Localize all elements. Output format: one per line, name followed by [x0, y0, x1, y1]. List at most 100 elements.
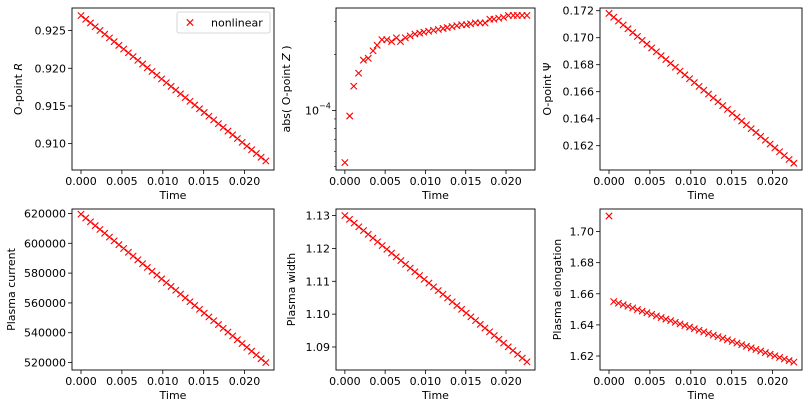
- data-point: [195, 105, 204, 113]
- subplot-1: 0.000 0.005 0.010 0.015 0.020 0.910 0.915 0.920…: [12, 7, 275, 202]
- data-point: [676, 320, 684, 328]
- data-point: [86, 218, 95, 226]
- data-point: [700, 328, 708, 336]
- data-point: [77, 11, 85, 20]
- data-point: [723, 336, 732, 344]
- y-tick-label: 560000: [24, 297, 66, 310]
- data-point: [728, 337, 736, 346]
- y-tick-label: 580000: [24, 267, 66, 280]
- data-point: [605, 9, 613, 17]
- data-point: [210, 116, 218, 124]
- data-point: [700, 86, 708, 94]
- series-markers: [605, 9, 798, 167]
- data-point: [105, 233, 114, 241]
- data-point: [157, 275, 166, 283]
- data-point: [695, 82, 703, 90]
- data-point: [425, 279, 433, 287]
- y-axis-label: abs( O-point Z ): [280, 45, 293, 132]
- data-point: [605, 212, 613, 220]
- data-point: [495, 335, 503, 343]
- data-point: [243, 343, 251, 351]
- data-point: [780, 355, 788, 363]
- x-tick-label: 0.005: [369, 375, 401, 388]
- data-point: [82, 15, 90, 23]
- data-point: [224, 127, 232, 135]
- x-tick-label: 0.000: [65, 375, 97, 388]
- x-axis-label: Time: [421, 189, 449, 202]
- data-point: [195, 305, 204, 313]
- data-point: [518, 354, 526, 362]
- y-tick-label: 0.925: [35, 25, 67, 38]
- data-point: [101, 229, 109, 237]
- data-point: [346, 112, 354, 120]
- data-point: [214, 320, 223, 329]
- data-point: [709, 331, 717, 339]
- data-point: [766, 350, 774, 358]
- axes-frame: [599, 208, 803, 371]
- x-tick-label: 0.010: [675, 175, 707, 188]
- y-tick-label: 620000: [24, 207, 66, 220]
- data-point: [742, 121, 751, 129]
- data-point: [205, 112, 213, 120]
- data-point: [124, 49, 132, 57]
- x-tick-label: 0.020: [229, 175, 261, 188]
- data-point: [633, 305, 642, 314]
- data-point: [252, 351, 260, 359]
- data-point: [124, 248, 132, 256]
- data-point: [481, 19, 489, 27]
- y-axis-label: Plasma elongation: [551, 239, 564, 340]
- data-point: [771, 144, 779, 152]
- data-point: [481, 324, 489, 332]
- data-point: [238, 339, 246, 348]
- data-point: [429, 283, 438, 291]
- data-point: [257, 153, 265, 161]
- data-point: [714, 333, 722, 341]
- data-point: [761, 136, 769, 144]
- data-point: [359, 56, 367, 64]
- x-tick-label: 0.000: [65, 175, 97, 188]
- x-axis-label: Time: [159, 189, 187, 202]
- data-point: [139, 60, 147, 68]
- data-point: [643, 40, 651, 48]
- data-point: [723, 105, 732, 114]
- data-point: [671, 63, 679, 71]
- data-point: [369, 47, 377, 55]
- data-point: [224, 328, 232, 336]
- data-point: [462, 309, 470, 317]
- data-point: [229, 332, 237, 340]
- data-point: [719, 334, 727, 342]
- data-point: [191, 101, 199, 109]
- data-point: [738, 341, 746, 349]
- y-tick-label: 0.162: [563, 140, 595, 153]
- data-point: [757, 132, 765, 140]
- data-point: [643, 309, 651, 317]
- data-point: [619, 21, 627, 29]
- data-point: [378, 241, 386, 250]
- data-point: [248, 347, 256, 355]
- data-point: [373, 238, 382, 246]
- y-axis-label: O-point Ψ: [541, 62, 554, 115]
- data-point: [662, 55, 670, 64]
- x-tick-label: 0.000: [329, 175, 361, 188]
- x-tick-label: 0.000: [329, 375, 361, 388]
- data-point: [638, 307, 646, 315]
- data-point: [369, 234, 377, 242]
- data-point: [134, 256, 142, 264]
- x-tick-label: 0.010: [410, 175, 442, 188]
- data-point: [614, 299, 623, 307]
- data-point: [233, 336, 241, 344]
- data-point: [728, 109, 736, 117]
- data-point: [186, 97, 194, 105]
- data-point: [257, 355, 265, 363]
- series-markers: [77, 11, 270, 165]
- data-point: [200, 108, 208, 117]
- data-point: [771, 352, 779, 360]
- data-point: [780, 151, 788, 160]
- data-point: [401, 260, 410, 268]
- data-point: [153, 271, 161, 279]
- data-point: [162, 79, 170, 87]
- data-point: [776, 353, 784, 362]
- y-tick-label: 540000: [24, 327, 66, 340]
- data-point: [350, 82, 358, 90]
- data-point: [181, 93, 189, 102]
